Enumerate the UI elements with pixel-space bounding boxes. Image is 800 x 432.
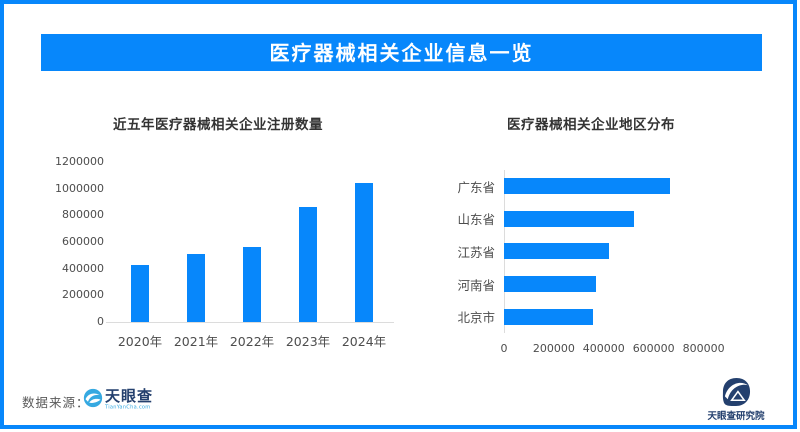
data-source-label: 数据来源：	[22, 395, 90, 410]
region-category-label: 山东省	[457, 212, 495, 228]
registration-x-label: 2021年	[173, 334, 219, 349]
region-x-tick-label: 600000	[632, 342, 675, 355]
registration-bar	[355, 182, 373, 322]
registration-bar	[187, 254, 205, 322]
registration-y-tick-label: 1000000	[55, 181, 104, 195]
registration-x-labels: 2020年 2021年 2022年 2023年 2024年	[112, 331, 392, 350]
region-category-label: 河南省	[457, 277, 495, 293]
registration-bar	[243, 246, 261, 322]
region-plot-area: 广东省山东省江苏省河南省北京市	[440, 170, 770, 333]
region-bar	[504, 243, 609, 260]
region-bar	[504, 178, 670, 195]
registration-x-label: 2024年	[341, 334, 387, 349]
registration-y-tick-label: 400000	[62, 261, 104, 275]
registration-y-tick-label: 1200000	[55, 155, 104, 168]
registration-chart-title: 近五年医疗器械相关企业注册数量	[113, 117, 323, 133]
registration-y-tick-label: 800000	[62, 208, 104, 222]
region-category-label: 北京市	[457, 310, 495, 326]
tianyancha-name: 天眼查	[105, 387, 154, 405]
region-row: 江苏省	[440, 235, 770, 268]
registration-bar	[131, 264, 149, 322]
registration-x-label: 2022年	[229, 334, 275, 349]
region-category-label: 广东省	[457, 179, 495, 195]
registration-bar	[299, 206, 317, 322]
region-bar	[504, 276, 597, 293]
registration-x-label: 2023年	[285, 334, 331, 349]
registration-x-label: 2020年	[117, 334, 163, 349]
tianyancha-eye-icon	[83, 388, 103, 408]
region-x-ticks: 0 200000 400000 600000 800000	[500, 342, 764, 356]
region-row: 广东省	[440, 170, 770, 203]
region-x-tick-label: 200000	[532, 342, 575, 355]
region-chart: 医疗器械相关企业地区分布 广东省山东省江苏省河南省北京市 0 200000 4000…	[440, 105, 770, 360]
registration-plot-area	[112, 162, 392, 322]
region-row: 河南省	[440, 268, 770, 301]
institute-logo-block: 天眼查研究院	[705, 377, 767, 422]
region-bar	[504, 308, 593, 325]
page-title-banner: 医疗器械相关企业信息一览	[41, 34, 762, 71]
region-category-label: 江苏省	[457, 244, 495, 260]
tianyancha-wordmark: 天眼查 TianYanCha.com	[105, 388, 159, 411]
region-x-tick-label: 0	[500, 342, 508, 355]
registration-x-axis-line	[106, 322, 394, 323]
registration-chart: 近五年医疗器械相关企业注册数量 0 200000 400000 600000 80000…	[40, 105, 400, 360]
region-row: 山东省	[440, 203, 770, 236]
region-x-tick-label: 400000	[582, 342, 625, 355]
tianyancha-domain: TianYanCha.com	[105, 404, 151, 410]
page-title: 医疗器械相关企业信息一览	[269, 40, 534, 65]
registration-y-tick-label: 600000	[62, 235, 104, 248]
tianyancha-logo: 天眼查 TianYanCha.com	[83, 388, 159, 411]
region-row: 北京市	[440, 300, 770, 333]
region-bar	[504, 210, 634, 227]
registration-y-tick-label: 0	[97, 315, 104, 328]
registration-y-axis: 0 200000 400000 600000 800000 1000000 1200000	[40, 155, 104, 328]
institute-logo-icon	[722, 377, 750, 407]
institute-name: 天眼查研究院	[707, 411, 765, 422]
registration-y-tick-label: 200000	[62, 288, 104, 302]
region-chart-title: 医疗器械相关企业地区分布	[507, 117, 675, 133]
region-x-tick-label: 800000	[682, 342, 725, 355]
